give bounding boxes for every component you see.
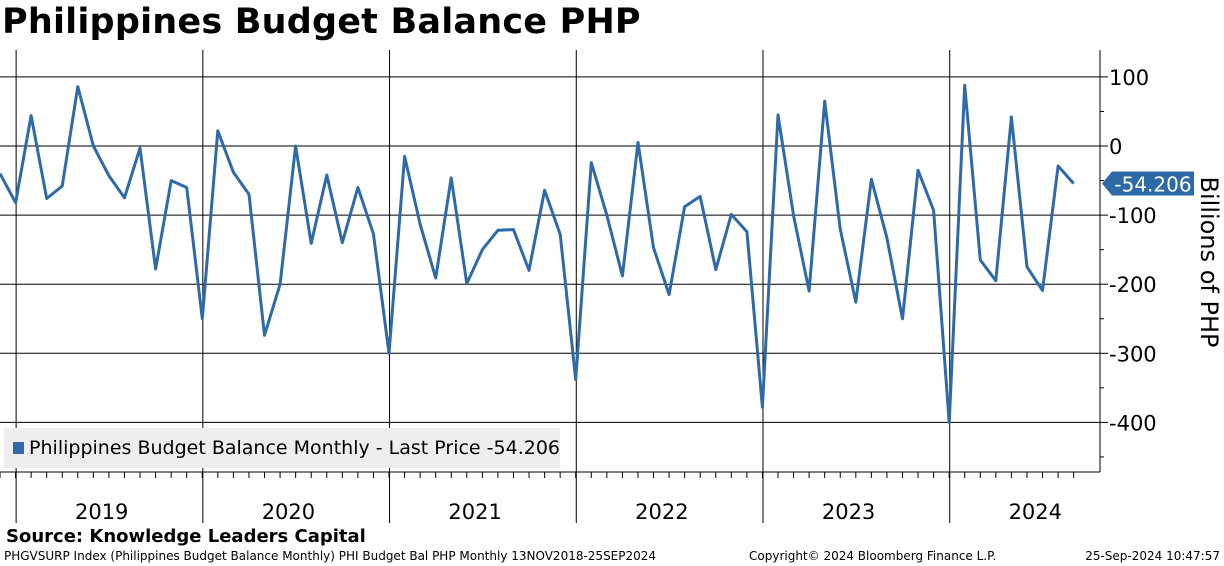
y-tick-label: -100 — [1109, 204, 1157, 228]
y-tick-label: 0 — [1109, 135, 1122, 159]
x-tick-label: 2021 — [448, 500, 501, 524]
footer-ticker-info: PHGVSURP Index (Philippines Budget Balan… — [4, 549, 657, 563]
legend: Philippines Budget Balance Monthly - Las… — [4, 428, 560, 468]
y-tick-label: 100 — [1109, 66, 1149, 90]
footer-copyright: Copyright© 2024 Bloomberg Finance L.P. — [749, 549, 997, 563]
series-layer — [0, 83, 1075, 424]
source-note: Source: Knowledge Leaders Capital — [6, 526, 366, 547]
y-tick-label: -400 — [1109, 411, 1157, 435]
y-axis-label: Billions of PHP — [1195, 177, 1223, 348]
x-tick-label: 2023 — [822, 500, 875, 524]
x-tick-label: 2019 — [75, 500, 128, 524]
last-value-marker: -54.206 — [1102, 171, 1194, 196]
x-tick-label: 2024 — [1009, 500, 1062, 524]
legend-label: Philippines Budget Balance Monthly - Las… — [29, 437, 560, 459]
horizontal-gridlines — [0, 76, 1100, 423]
chart-title: Philippines Budget Balance PHP — [2, 2, 641, 42]
footer-timestamp: 25-Sep-2024 10:47:57 — [1085, 549, 1220, 563]
x-tick-label: 2020 — [262, 500, 315, 524]
vertical-gridlines — [15, 50, 951, 523]
y-axis: 100 0 -100 -200 -300 -400 — [1099, 50, 1157, 472]
last-value-label: -54.206 — [1114, 172, 1191, 196]
y-tick-label: -200 — [1109, 273, 1157, 297]
series-line — [0, 83, 1075, 424]
y-tick-label: -300 — [1109, 342, 1157, 366]
x-axis: 2019 2020 2021 2022 2023 2024 — [0, 471, 1100, 524]
legend-swatch — [13, 442, 25, 454]
x-tick-label: 2022 — [635, 500, 688, 524]
last-value-tag — [1102, 171, 1194, 196]
